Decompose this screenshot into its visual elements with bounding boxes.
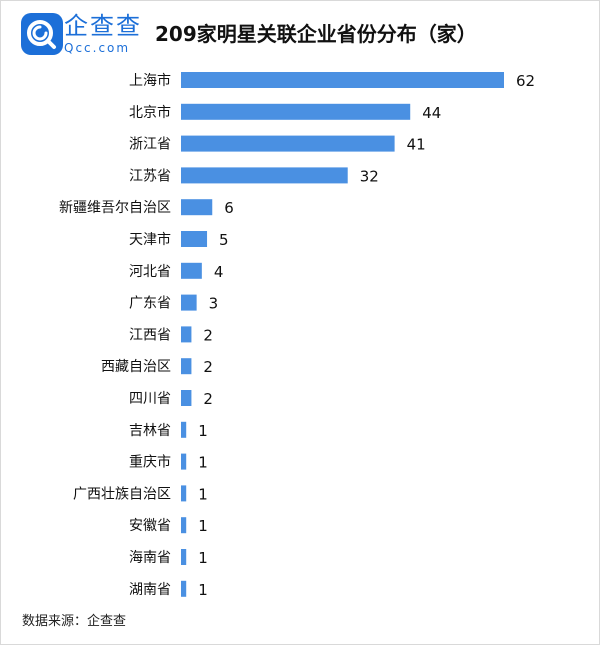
data-label: 3 xyxy=(209,295,219,313)
data-label: 1 xyxy=(198,485,208,503)
category-label: 天津市 xyxy=(129,231,171,248)
category-label: 广西壮族自治区 xyxy=(73,486,171,502)
data-label: 1 xyxy=(198,581,208,599)
bar xyxy=(181,358,192,375)
brand-logo xyxy=(20,12,140,56)
category-label: 海南省 xyxy=(129,550,171,566)
bar xyxy=(181,294,197,311)
category-label: 浙江省 xyxy=(129,137,171,153)
bar xyxy=(181,517,187,534)
bar xyxy=(181,199,213,216)
category-label: 江苏省 xyxy=(129,168,171,184)
bar xyxy=(181,453,187,470)
logo-name: 企查查 xyxy=(64,12,142,40)
bar xyxy=(181,103,411,120)
data-label: 1 xyxy=(198,517,208,535)
category-label: 新疆维吾尔自治区 xyxy=(59,200,171,216)
category-label: 安徽省 xyxy=(129,518,171,534)
bar xyxy=(181,390,192,406)
bar xyxy=(181,326,192,343)
data-label: 41 xyxy=(407,136,426,154)
category-label: 西藏自治区 xyxy=(101,359,171,375)
category-label: 北京市 xyxy=(129,104,171,121)
data-label: 32 xyxy=(360,167,379,185)
bar xyxy=(181,167,348,184)
category-label: 河北省 xyxy=(129,264,171,280)
data-label: 4 xyxy=(214,263,224,281)
data-label: 1 xyxy=(198,454,208,472)
bar xyxy=(181,72,504,88)
bar xyxy=(181,231,208,247)
category-label: 湖南省 xyxy=(129,582,171,598)
data-label: 2 xyxy=(203,326,213,344)
data-label: 2 xyxy=(203,358,213,376)
data-label: 62 xyxy=(516,72,535,90)
qcc-logo-icon xyxy=(21,13,63,55)
logo-domain: Qcc.com xyxy=(64,41,131,55)
data-label: 5 xyxy=(219,231,229,249)
category-label: 四川省 xyxy=(129,391,171,407)
bar xyxy=(181,580,187,597)
category-label: 广东省 xyxy=(129,296,171,312)
bar xyxy=(181,421,187,438)
bar xyxy=(181,262,202,279)
data-label: 6 xyxy=(224,199,234,217)
category-label: 重庆市 xyxy=(129,454,171,471)
chart-title: 209家明星关联企业省份分布（家） xyxy=(155,22,477,46)
data-label: 1 xyxy=(198,549,208,567)
category-label: 吉林省 xyxy=(129,423,171,439)
bar xyxy=(181,135,395,152)
category-label: 江西省 xyxy=(129,327,171,343)
data-label: 2 xyxy=(203,390,213,408)
data-label: 1 xyxy=(198,422,208,440)
bar xyxy=(181,485,187,502)
source-note: 数据来源：企查查 xyxy=(22,614,127,629)
bar xyxy=(181,549,187,565)
category-label: 上海市 xyxy=(129,72,171,89)
data-label: 44 xyxy=(422,104,441,122)
